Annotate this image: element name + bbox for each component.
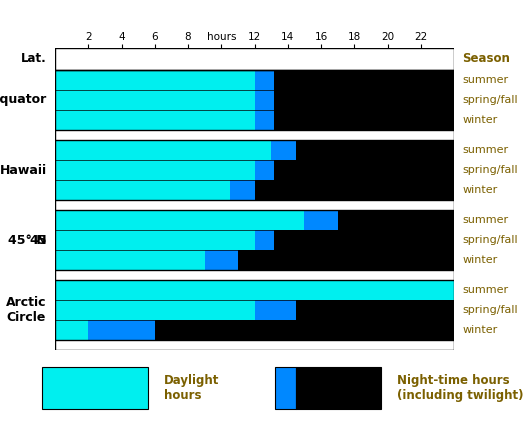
Bar	[55, 160, 454, 180]
Bar	[230, 180, 254, 200]
Bar	[55, 180, 230, 200]
Bar	[55, 200, 454, 210]
Text: summer: summer	[462, 75, 508, 85]
Text: spring/fall: spring/fall	[462, 305, 518, 315]
Text: spring/fall: spring/fall	[462, 235, 518, 245]
Bar	[55, 230, 454, 250]
Bar	[55, 300, 254, 320]
Bar	[55, 180, 454, 200]
Text: winter: winter	[462, 115, 498, 125]
Bar	[55, 230, 254, 250]
Bar	[55, 320, 88, 340]
Text: Arctic
Circle: Arctic Circle	[6, 296, 47, 324]
Bar	[55, 110, 454, 130]
Text: summer: summer	[462, 285, 508, 295]
Bar	[55, 280, 454, 300]
Bar	[55, 130, 454, 140]
Bar	[254, 90, 275, 110]
Bar	[55, 250, 454, 270]
Bar	[55, 160, 254, 180]
Bar	[88, 320, 155, 340]
Bar	[55, 70, 454, 90]
Bar	[254, 300, 296, 320]
Bar	[55, 320, 454, 340]
Bar	[304, 210, 338, 230]
Bar	[254, 70, 275, 90]
Text: 45° N: 45° N	[8, 233, 47, 246]
Text: Night-time hours
(including twilight): Night-time hours (including twilight)	[397, 374, 523, 402]
Bar	[55, 250, 205, 270]
Text: summer: summer	[462, 215, 508, 225]
Bar	[205, 250, 238, 270]
Bar	[55, 140, 454, 160]
Bar	[55, 70, 254, 90]
Bar	[55, 340, 454, 350]
Bar	[55, 210, 454, 230]
Text: spring/fall: spring/fall	[462, 95, 518, 105]
Bar	[254, 230, 275, 250]
Text: Daylight
hours: Daylight hours	[164, 374, 220, 402]
Text: winter: winter	[462, 185, 498, 195]
Text: summer: summer	[462, 145, 508, 155]
Bar	[254, 110, 275, 130]
Text: winter: winter	[462, 255, 498, 265]
Bar	[55, 90, 454, 110]
Bar	[55, 270, 454, 280]
Bar	[55, 140, 271, 160]
Text: Lat.: Lat.	[21, 53, 47, 65]
Text: Hawaii: Hawaii	[0, 164, 47, 176]
Bar	[55, 280, 454, 300]
Bar	[42, 367, 148, 408]
Text: Season: Season	[462, 53, 510, 65]
Bar	[55, 110, 254, 130]
Bar	[275, 367, 296, 408]
Text: 45: 45	[29, 233, 47, 246]
Bar	[271, 140, 296, 160]
Bar	[55, 210, 304, 230]
Text: spring/fall: spring/fall	[462, 165, 518, 175]
Text: winter: winter	[462, 325, 498, 335]
Bar	[55, 90, 254, 110]
Bar	[55, 300, 454, 320]
Bar	[296, 367, 381, 408]
Text: Equator: Equator	[0, 94, 47, 107]
Bar	[254, 160, 275, 180]
